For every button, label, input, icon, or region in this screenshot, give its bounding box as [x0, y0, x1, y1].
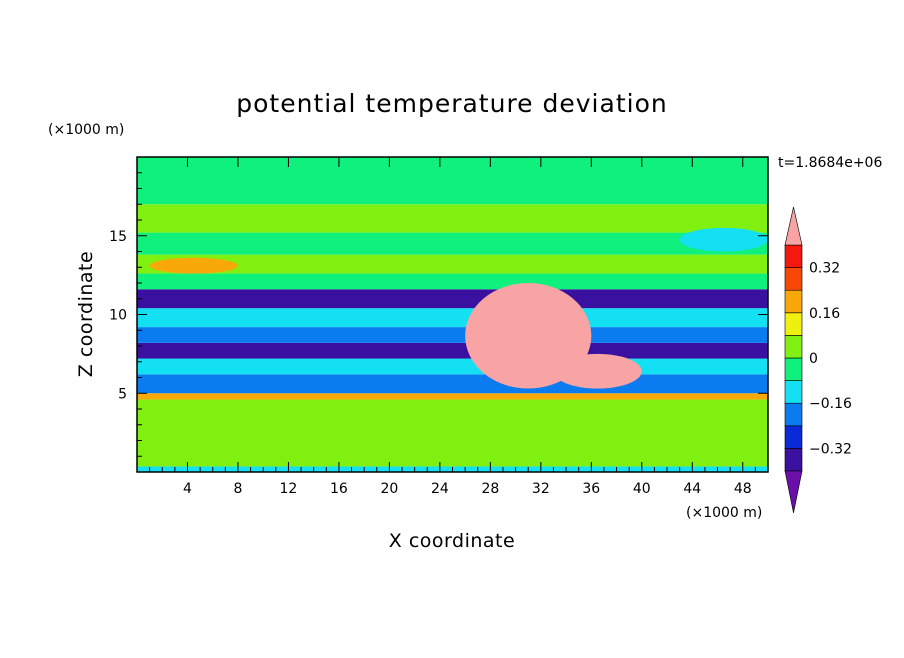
- y-tick-label: 5: [118, 386, 127, 402]
- band-1: [137, 409, 768, 467]
- band-6: [137, 342, 768, 359]
- chart-title: potential temperature deviation: [236, 89, 667, 118]
- colorbar-segment: [784, 244, 803, 268]
- feature-0: [465, 283, 592, 389]
- x-tick-label: 24: [431, 481, 449, 497]
- time-label: t=1.8684e+06: [778, 155, 882, 171]
- x-axis-ticks: 4 8 12 16 20 24 28 32 36 40 44 48: [149, 157, 756, 497]
- colorbar-segment: [784, 267, 803, 291]
- colorbar-tick-label: 0: [809, 351, 818, 367]
- band-13: [137, 204, 768, 233]
- colorbar-segment: [784, 357, 803, 381]
- x-tick-label: 4: [183, 481, 192, 497]
- colorbar-tick-label: −0.32: [809, 441, 852, 457]
- x-tick-label: 48: [734, 481, 752, 497]
- colorbar-segment: [784, 380, 803, 404]
- x-tick-label: 28: [481, 481, 499, 497]
- colorbar-segment: [784, 335, 803, 359]
- x-tick-label: 32: [532, 481, 550, 497]
- x-tick-label: 20: [380, 481, 398, 497]
- y-unit-label: (×1000 m): [48, 122, 124, 138]
- feature-1: [553, 353, 642, 389]
- y-axis-label: Z coordinate: [75, 251, 97, 377]
- colorbar-segment: [784, 425, 803, 449]
- feature-3: [679, 227, 768, 252]
- colorbar: −0.32 −0.16 0 0.16 0.32: [784, 206, 852, 514]
- colorbar-segment: [784, 402, 803, 427]
- feature-2: [149, 257, 238, 274]
- x-tick-label: 36: [582, 481, 600, 497]
- band-14: [137, 157, 768, 205]
- x-tick-label: 16: [330, 481, 348, 497]
- band-2: [137, 399, 768, 409]
- plot-area: [136, 156, 769, 473]
- colorbar-extend-top: [784, 206, 803, 246]
- x-tick-label: 12: [280, 481, 298, 497]
- colorbar-extend-bottom: [784, 470, 803, 514]
- x-tick-label: 40: [633, 481, 651, 497]
- band-7: [137, 327, 768, 343]
- colorbar-segment: [784, 312, 803, 336]
- y-axis-ticks: 5 10 15: [109, 172, 768, 457]
- colorbar-segment: [784, 448, 803, 472]
- colorbar-tick-label: 0.32: [809, 261, 840, 277]
- band-9: [137, 289, 768, 309]
- x-unit-label: (×1000 m): [686, 505, 762, 521]
- colorbar-tick-label: 0.16: [809, 306, 840, 322]
- x-axis-label: X coordinate: [389, 530, 515, 552]
- band-3: [137, 393, 768, 400]
- x-tick-label: 8: [233, 481, 242, 497]
- band-8: [137, 308, 768, 328]
- band-11: [137, 254, 768, 274]
- y-tick-label: 10: [109, 308, 127, 324]
- x-tick-label: 44: [683, 481, 701, 497]
- band-4: [137, 374, 768, 394]
- y-tick-label: 15: [109, 229, 127, 245]
- band-12: [137, 232, 768, 255]
- band-10: [137, 273, 768, 290]
- band-5: [137, 358, 768, 375]
- colorbar-segment: [784, 289, 803, 314]
- colorbar-tick-label: −0.16: [809, 396, 852, 412]
